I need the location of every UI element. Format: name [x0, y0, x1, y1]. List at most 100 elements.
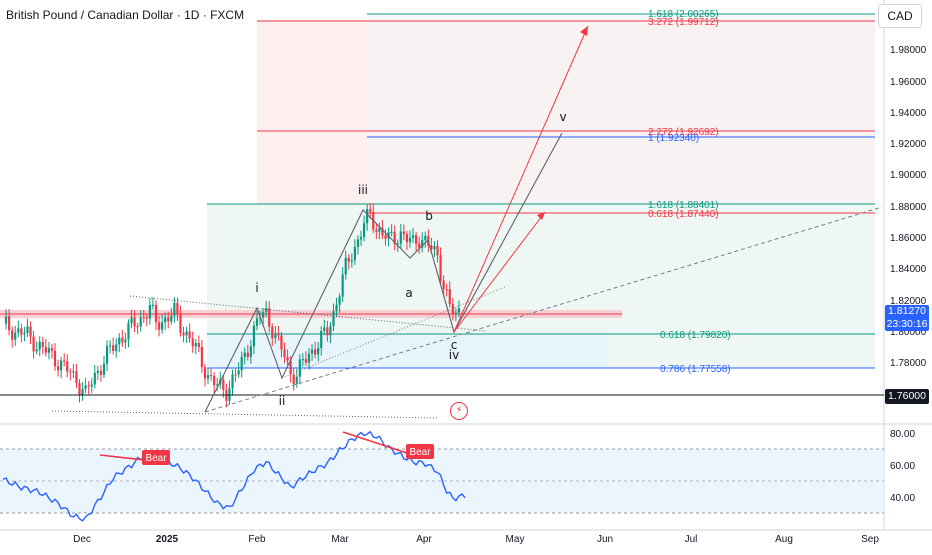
fib-zone-gray — [367, 15, 875, 205]
candle-body — [179, 313, 182, 333]
candle-body — [369, 209, 372, 212]
candle-body — [216, 384, 219, 386]
candle-body — [307, 353, 311, 363]
candle-body — [335, 304, 338, 312]
candle-body — [271, 326, 274, 339]
candle-body — [362, 223, 366, 238]
candle-body — [240, 357, 243, 371]
candle-body — [63, 360, 66, 362]
last-price-badge: 1.81270 23:30:16 — [885, 305, 929, 331]
candle-body — [53, 350, 57, 367]
candle-body — [252, 325, 256, 347]
candle-body — [231, 374, 234, 389]
candle-body — [381, 227, 384, 236]
candle-body — [157, 322, 161, 330]
candle-body — [56, 366, 60, 371]
candle-body — [298, 359, 301, 377]
candle-body — [38, 341, 41, 350]
candle-body — [277, 333, 280, 336]
candle-body — [109, 345, 112, 347]
candle-body — [75, 371, 78, 383]
candle-body — [366, 209, 369, 224]
wave-label-b: b — [425, 209, 433, 223]
candle-body — [60, 360, 63, 371]
candle-body — [26, 326, 29, 334]
candle-body — [393, 231, 396, 244]
candle-body — [35, 349, 38, 352]
rsi-line — [2, 430, 466, 522]
candle-body — [262, 312, 265, 318]
candle-body — [350, 260, 353, 262]
time-tick: Dec — [73, 534, 91, 545]
price-tick: 1.92000 — [890, 139, 927, 150]
candle-body — [118, 337, 121, 345]
wave-label-v: v — [559, 110, 566, 124]
candle-body — [317, 347, 320, 355]
candle-body — [87, 385, 90, 387]
candle-body — [436, 246, 439, 256]
candle-body — [320, 330, 323, 348]
candle-body — [310, 349, 314, 354]
candle-body — [32, 336, 35, 352]
background-layer — [0, 0, 932, 530]
candle-body — [23, 333, 26, 335]
candle-body — [203, 367, 207, 379]
candle-body — [17, 328, 20, 333]
candle-body — [148, 305, 151, 319]
fib-layer: 1.618 (2.00265)3.272 (1.99712) 2.272 (1.9… — [207, 9, 875, 375]
candle-body — [323, 327, 326, 331]
candle-body — [439, 255, 442, 281]
bear-label: Bear — [145, 453, 167, 464]
candle-body — [213, 375, 216, 386]
fib-label: 0.786 (1.77558) — [660, 364, 731, 375]
currency-button[interactable]: CAD — [878, 4, 922, 28]
candle-body — [112, 345, 115, 352]
candle-body — [66, 361, 69, 372]
candle-body — [292, 374, 295, 384]
candle-body — [332, 311, 335, 327]
candle-body — [286, 357, 289, 361]
channel-dotted — [281, 286, 506, 379]
price-tick: 1.82000 — [890, 296, 927, 307]
candle-body — [154, 304, 158, 323]
candle-body — [246, 352, 249, 357]
price-tick: 1.78000 — [890, 358, 927, 369]
candle-body — [185, 331, 188, 336]
last-price-value: 1.81270 — [888, 305, 926, 317]
fib-label: 1.618 (1.88401) — [648, 200, 719, 211]
candle-body — [356, 239, 360, 247]
lightning-icon[interactable]: ⚡ — [450, 402, 468, 420]
channel-dashed — [204, 206, 883, 413]
candle-body — [50, 348, 54, 351]
candle-body — [136, 326, 139, 328]
candle-body — [11, 330, 14, 340]
candle-body — [145, 317, 148, 319]
candle-body — [326, 327, 329, 336]
wave-label-ii: ii — [279, 394, 286, 408]
fib-label: 1.618 (2.00265) — [648, 9, 719, 20]
candle-body — [20, 328, 23, 335]
candle-body — [14, 332, 17, 340]
candle-body — [173, 302, 176, 316]
candle-body — [378, 227, 381, 232]
candle-body — [295, 376, 298, 384]
candle-body — [454, 312, 457, 314]
wave-label-a: a — [405, 286, 412, 300]
price-tick: 1.84000 — [890, 264, 927, 275]
candle-body — [121, 337, 124, 343]
candle-body — [442, 280, 445, 290]
candle-body — [418, 243, 421, 248]
price-tick: 1.90000 — [890, 170, 927, 181]
horizontal-level-badge: 1.76000 — [885, 389, 929, 404]
arrowhead-1 — [580, 26, 588, 36]
rsi-tick: 60.00 — [890, 461, 915, 472]
candle-body — [78, 382, 81, 395]
candle-body — [433, 246, 436, 250]
candle-body — [304, 359, 308, 363]
candle-body — [243, 352, 246, 358]
price-tick: 1.96000 — [890, 77, 927, 88]
arrowhead-2 — [537, 212, 545, 220]
price-tick: 1.98000 — [890, 45, 927, 56]
